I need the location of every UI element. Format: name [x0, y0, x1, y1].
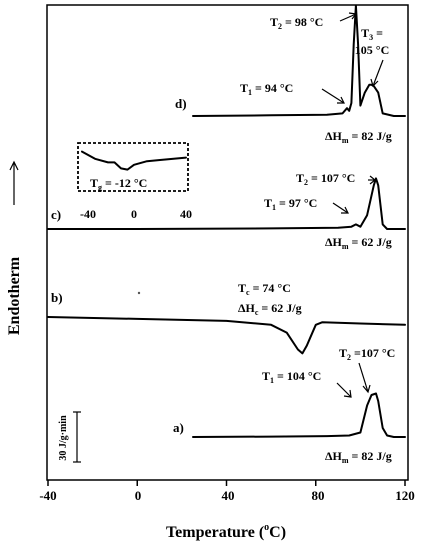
- series-label-c: c): [51, 207, 61, 222]
- inset-tick-label: 0: [131, 207, 137, 221]
- x-tick-label: 40: [222, 488, 235, 503]
- y-axis-arrow: [9, 160, 19, 205]
- annotation-a-t2: T2 =107 °C: [339, 346, 395, 362]
- inset-tick-label: 40: [180, 207, 192, 221]
- x-tick-label: 0: [135, 488, 142, 503]
- annotation-c-t2: T2 = 107 °C: [296, 171, 355, 187]
- curve-a: [192, 392, 406, 438]
- x-tick-label: -40: [39, 488, 56, 503]
- annotation-b-tc: Tc = 74 °C: [238, 281, 291, 297]
- annotation-b-dh: ΔHc = 62 J/g: [238, 301, 302, 317]
- curve-b: [47, 316, 406, 355]
- annotation-d-t3-value: 105 °C: [355, 43, 389, 57]
- series-label-b: b): [51, 290, 63, 305]
- annotation-a-dh: ΔHm = 82 J/g: [325, 449, 392, 465]
- scale-bar: 30 J/g·min: [58, 411, 81, 463]
- inset-box: [77, 142, 189, 192]
- curve-c: [47, 177, 406, 230]
- y-axis-title: Endotherm: [6, 256, 23, 335]
- series-label-a: a): [173, 420, 184, 435]
- x-tick-label: 120: [395, 488, 415, 503]
- annotation-d-t2: T2 = 98 °C: [270, 15, 323, 31]
- annotation-c-t1: T1 = 97 °C: [264, 196, 317, 212]
- inset-tg-label: Tg = -12 °C: [90, 176, 147, 192]
- x-axis-title: Temperature (oC): [166, 522, 286, 541]
- inset-tick-label: -40: [80, 207, 96, 221]
- annotation-d-dh: ΔHm = 82 J/g: [325, 129, 392, 145]
- series-label-d: d): [175, 96, 187, 111]
- annotation-a-t1: T1 = 104 °C: [262, 369, 321, 385]
- curve-d: [192, 4, 406, 117]
- stray-dot: [137, 291, 141, 295]
- plot-frame: [46, 4, 409, 481]
- annotation-d-t3: T3 =: [361, 26, 383, 42]
- scale-bar-label: 30 J/g·min: [58, 415, 69, 461]
- annotation-arrows: [321, 12, 384, 398]
- x-tick-marks: [47, 480, 406, 486]
- annotation-d-t1: T1 = 94 °C: [240, 81, 293, 97]
- x-tick-label: 80: [312, 488, 325, 503]
- inset-curve: [81, 150, 187, 171]
- x-tick-labels: -40 0 40 80 120: [39, 488, 414, 503]
- annotation-c-dh: ΔHm = 62 J/g: [325, 235, 392, 251]
